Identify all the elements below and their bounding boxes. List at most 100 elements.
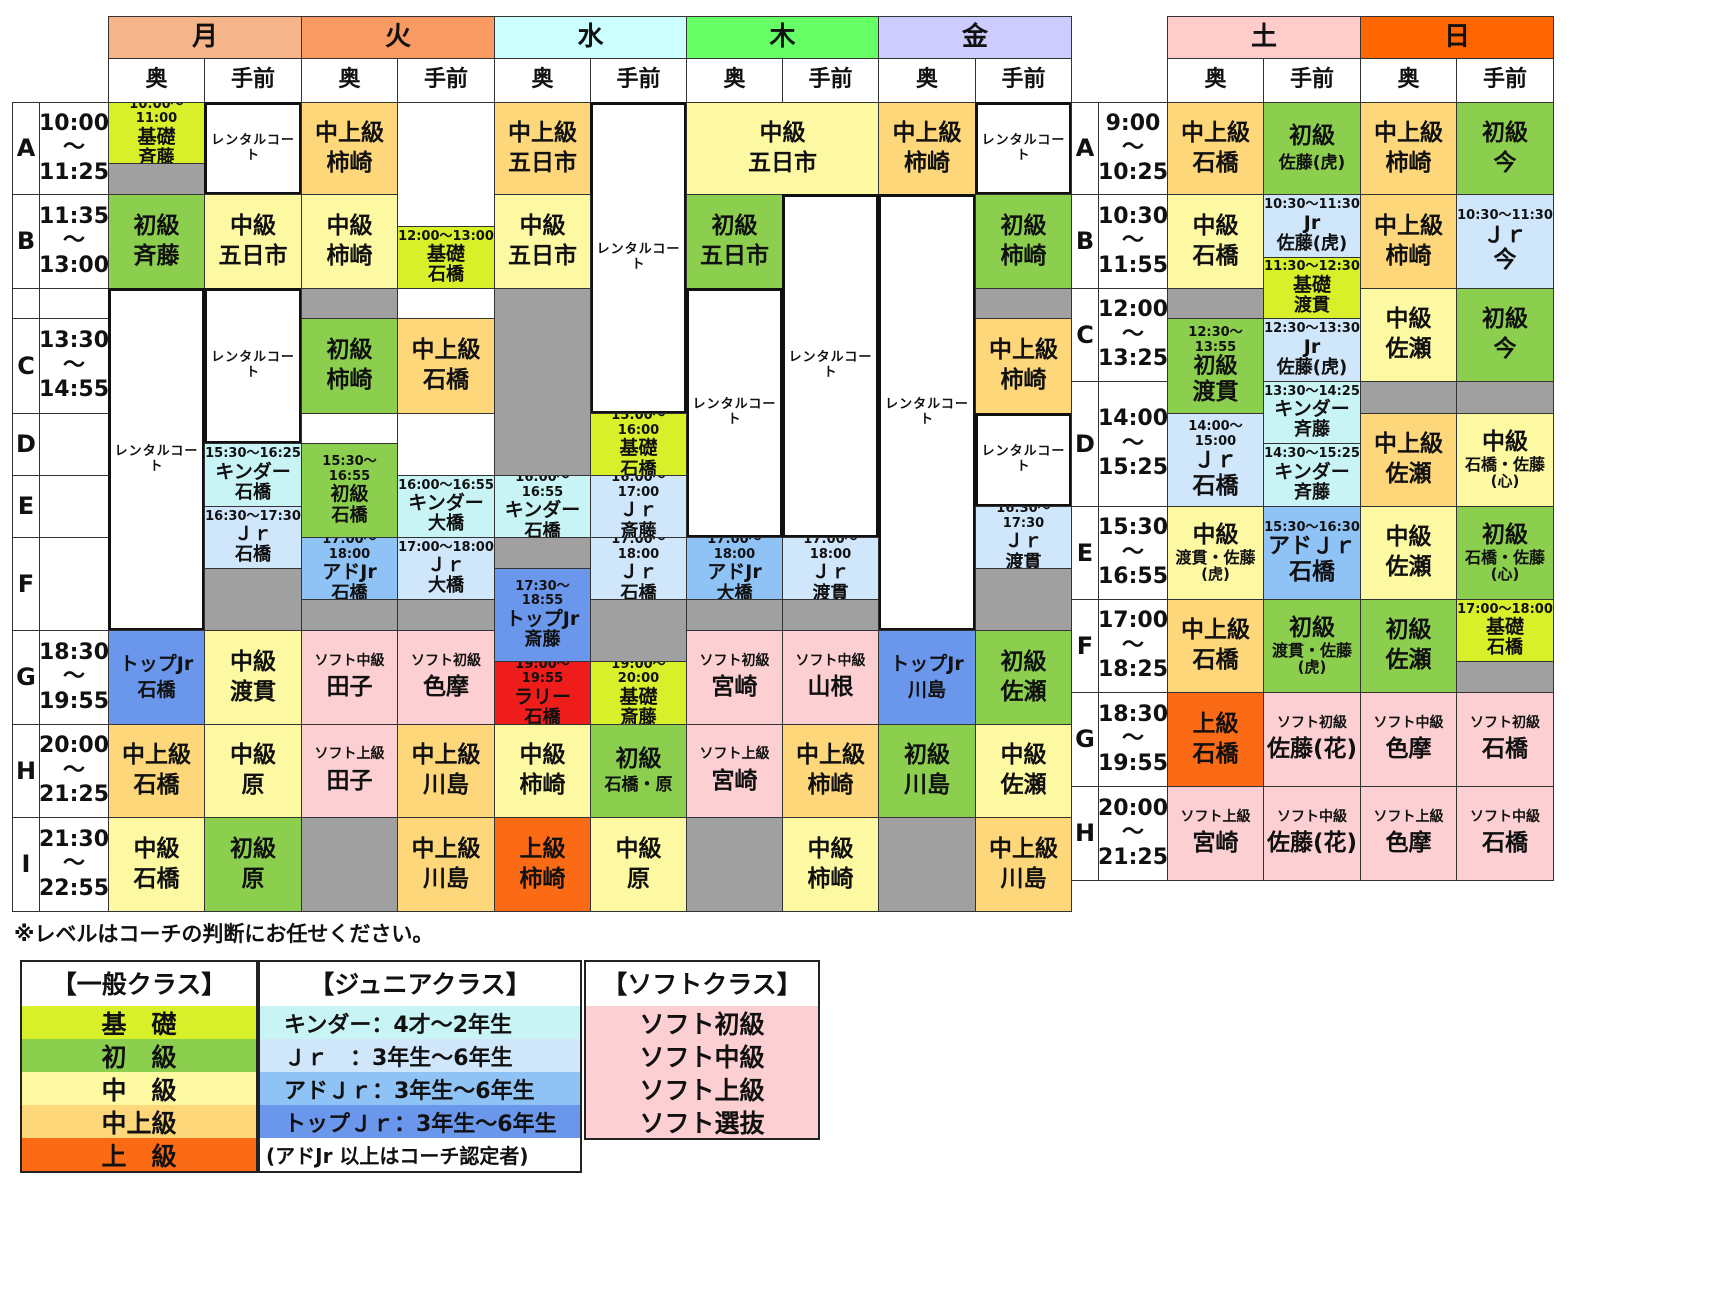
class-slot[interactable]: ソフト上級 田子: [301, 724, 398, 818]
class-slot[interactable]: 15:00〜16:00 基礎 石橋: [590, 413, 687, 476]
class-slot[interactable]: ソフト上級 宮崎: [1167, 786, 1264, 881]
class-slot[interactable]: 中上級 石橋: [1167, 102, 1264, 195]
slot-level: Ｊｒ: [1482, 222, 1527, 248]
class-slot[interactable]: 中上級 柿崎: [975, 318, 1072, 414]
class-slot[interactable]: 10:30〜11:30 Ｊｒ 今: [1456, 194, 1554, 289]
class-slot[interactable]: 17:30〜18:55 トップJr 斎藤: [494, 568, 591, 662]
class-slot[interactable]: トップJr 川島: [878, 630, 976, 725]
class-slot[interactable]: 上級 石橋: [1167, 692, 1264, 787]
class-slot[interactable]: 初級原: [204, 817, 302, 912]
class-slot[interactable]: ソフト中級 石橋: [1456, 786, 1554, 881]
class-slot[interactable]: 中級 石橋・佐藤 (心): [1456, 413, 1554, 507]
class-slot[interactable]: ソフト中級 田子: [301, 630, 398, 725]
rental-court-slot[interactable]: レンタルコート: [590, 102, 687, 414]
class-slot[interactable]: 中級 佐瀬: [1360, 288, 1457, 382]
class-slot[interactable]: 17:00〜18:00 アドJr 石橋: [301, 537, 398, 600]
class-slot[interactable]: 16:30〜17:30 Ｊｒ 渡貫: [975, 506, 1072, 569]
class-slot[interactable]: 15:30〜16:55 初級 石橋: [301, 443, 398, 538]
class-slot[interactable]: 中級 佐瀬: [1360, 506, 1457, 600]
class-slot[interactable]: 中級 渡貫・佐藤 (虎): [1167, 506, 1264, 600]
class-slot[interactable]: 初級今: [1456, 288, 1554, 382]
class-slot[interactable]: 中上級 柿崎: [1360, 102, 1457, 195]
class-slot[interactable]: 上級 柿崎: [494, 817, 591, 912]
class-slot[interactable]: 初級 石橋・原: [590, 724, 687, 818]
class-slot[interactable]: 15:30〜16:25 キンダー 石橋: [204, 443, 302, 507]
class-slot[interactable]: ソフト初級 石橋: [1456, 692, 1554, 787]
class-slot[interactable]: 初級 佐藤(虎): [1263, 102, 1361, 195]
rental-court-slot[interactable]: レンタルコート: [204, 288, 302, 444]
class-slot[interactable]: ソフト中級 佐藤(花): [1263, 786, 1361, 881]
class-slot[interactable]: 17:00〜18:00 Ｊｒ 渡貫: [782, 537, 879, 600]
class-slot[interactable]: 中上級 川島: [975, 817, 1072, 912]
class-slot[interactable]: ソフト上級 宮崎: [686, 724, 783, 818]
rental-court-slot[interactable]: レンタルコート: [975, 413, 1072, 507]
class-slot[interactable]: ソフト初級 佐藤(花): [1263, 692, 1361, 787]
class-slot[interactable]: 17:00〜18:00 Ｊｒ 大橋: [397, 537, 495, 600]
class-slot[interactable]: 中級 柿崎: [782, 817, 879, 912]
class-slot[interactable]: 中上級 川島: [397, 724, 495, 818]
class-slot[interactable]: 中上級 佐瀬: [1360, 413, 1457, 507]
class-slot[interactable]: 初級 佐瀬: [1360, 599, 1457, 693]
class-slot[interactable]: 10:00〜11:00 基礎 斉藤: [108, 102, 205, 164]
class-slot[interactable]: 中級 五日市: [204, 194, 302, 289]
class-slot[interactable]: 中級 五日市: [494, 194, 591, 289]
class-slot[interactable]: 中上級 柿崎: [782, 724, 879, 818]
class-slot[interactable]: ソフト上級 色摩: [1360, 786, 1457, 881]
class-slot[interactable]: 16:00〜16:55 キンダー 大橋: [397, 475, 495, 538]
class-slot[interactable]: トップJr 石橋: [108, 630, 205, 725]
class-slot[interactable]: 14:30〜15:25 キンダー 斉藤: [1263, 443, 1361, 507]
class-slot[interactable]: 中級 佐瀬: [975, 724, 1072, 818]
class-slot[interactable]: 中上級 石橋: [108, 724, 205, 818]
class-slot[interactable]: 中上級 五日市: [494, 102, 591, 195]
class-slot[interactable]: 初級 川島: [878, 724, 976, 818]
class-slot[interactable]: ソフト中級 山根: [782, 630, 879, 725]
class-slot[interactable]: 17:00〜18:00 基礎 石橋: [1456, 599, 1554, 662]
class-slot[interactable]: 初級 斉藤: [108, 194, 205, 289]
rental-court-slot[interactable]: レンタルコート: [108, 288, 205, 631]
class-slot[interactable]: 初級 柿崎: [301, 318, 398, 414]
rental-court-slot[interactable]: レンタルコート: [204, 102, 302, 195]
class-slot[interactable]: 初級 石橋・佐藤 (心): [1456, 506, 1554, 600]
class-slot[interactable]: 中級 石橋: [1167, 194, 1264, 289]
class-slot[interactable]: 初級 佐瀬: [975, 630, 1072, 725]
class-slot[interactable]: 中級 渡貫: [204, 630, 302, 725]
class-slot[interactable]: 中上級 柿崎: [878, 102, 976, 195]
class-slot[interactable]: 19:00〜19:55 ラリー 石橋: [494, 661, 591, 725]
class-slot[interactable]: ソフト初級 色摩: [397, 630, 495, 725]
class-slot[interactable]: 中上級 石橋: [397, 318, 495, 414]
class-slot[interactable]: 中級 五日市: [686, 102, 879, 195]
class-slot[interactable]: 中級 柿崎: [494, 724, 591, 818]
class-slot[interactable]: 15:30〜16:30 アドＪｒ 石橋: [1263, 506, 1361, 600]
class-slot[interactable]: 中上級 柿崎: [1360, 194, 1457, 289]
class-slot[interactable]: 初級 柿崎: [975, 194, 1072, 289]
class-slot[interactable]: 中級 石橋: [108, 817, 205, 912]
class-slot[interactable]: 中上級 石橋: [1167, 599, 1264, 693]
class-slot[interactable]: 16:30〜17:30 Ｊｒ 石橋: [204, 506, 302, 569]
class-slot[interactable]: 12:00〜13:00 基礎 石橋: [397, 226, 495, 289]
class-slot[interactable]: 13:30〜14:25 キンダー 斉藤: [1263, 381, 1361, 444]
class-slot[interactable]: 12:30〜13:30 Jr 佐藤(虎): [1263, 318, 1361, 382]
class-slot[interactable]: ソフト中級 色摩: [1360, 692, 1457, 787]
class-slot[interactable]: 16:00〜16:55 キンダー 石橋: [494, 475, 591, 538]
class-slot[interactable]: 中級原: [590, 817, 687, 912]
rental-court-slot[interactable]: レンタルコート: [878, 194, 976, 631]
class-slot[interactable]: 10:30〜11:30 Jr 佐藤(虎): [1263, 194, 1361, 258]
rental-court-slot[interactable]: レンタルコート: [975, 102, 1072, 195]
class-slot[interactable]: 16:00〜17:00 Ｊｒ 斎藤: [590, 475, 687, 538]
rental-court-slot[interactable]: レンタルコート: [782, 194, 879, 538]
class-slot[interactable]: 11:30〜12:30 基礎 渡貫: [1263, 257, 1361, 319]
class-slot[interactable]: 17:00〜18:00 Ｊｒ 石橋: [590, 537, 687, 600]
class-slot[interactable]: 中級 柿崎: [301, 194, 398, 289]
class-slot[interactable]: 中上級 柿崎: [301, 102, 398, 195]
rental-court-slot[interactable]: レンタルコート: [686, 288, 783, 538]
class-slot[interactable]: 12:30〜13:55 初級 渡貫: [1167, 318, 1264, 414]
class-slot[interactable]: 17:00〜18:00 アドJr 大橋: [686, 537, 783, 600]
class-slot[interactable]: 14:00〜15:00 Ｊｒ 石橋: [1167, 413, 1264, 507]
class-slot[interactable]: 19:00〜20:00 基礎 斎藤: [590, 661, 687, 725]
class-slot[interactable]: ソフト初級 宮崎: [686, 630, 783, 725]
class-slot[interactable]: 初級 渡貫・佐藤 (虎): [1263, 599, 1361, 693]
class-slot[interactable]: 初級 五日市: [686, 194, 783, 289]
class-slot[interactable]: 中級原: [204, 724, 302, 818]
class-slot[interactable]: 中上級 川島: [397, 817, 495, 912]
class-slot[interactable]: 初級今: [1456, 102, 1554, 195]
